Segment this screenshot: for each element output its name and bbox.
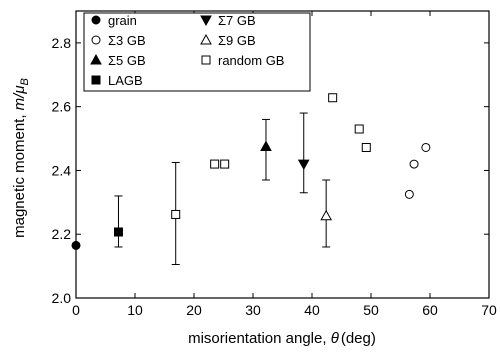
data-markers xyxy=(71,93,431,250)
legend-label-sigma3-gb: Σ3 GB xyxy=(108,33,146,48)
x-axis-ticks: 0 10 20 30 40 50 60 70 xyxy=(72,11,497,318)
point-sigma5-gb xyxy=(260,140,272,152)
plot-frame xyxy=(75,10,490,299)
y-tick-label: 2.8 xyxy=(52,35,72,51)
point-random-gb xyxy=(220,159,230,169)
x-tick-label: 70 xyxy=(481,302,497,318)
y-axis-title: magnetic moment, m/μB xyxy=(11,78,31,238)
point-random-gb xyxy=(361,142,371,152)
x-tick-label: 30 xyxy=(245,302,261,318)
point-sigma3-gb xyxy=(404,189,414,199)
x-tick-label: 40 xyxy=(304,302,320,318)
y-axis-title-main: magnetic moment, xyxy=(11,110,28,238)
x-axis-title-unit: (deg) xyxy=(341,330,376,347)
x-axis-title: misorientation angle, θ (deg) xyxy=(188,330,376,347)
y-tick-label: 2.6 xyxy=(52,99,72,115)
legend-marker-grain xyxy=(91,15,101,25)
legend-label-sigma7-gb: Σ7 GB xyxy=(218,13,256,28)
x-tick-label: 50 xyxy=(363,302,379,318)
point-sigma3-gb xyxy=(421,142,431,152)
x-tick-label: 10 xyxy=(127,302,143,318)
plot-area-border xyxy=(75,10,490,299)
point-random-gb xyxy=(328,93,338,103)
legend-label-lagb: LAGB xyxy=(108,73,143,88)
point-sigma9-gb xyxy=(320,209,333,221)
legend-label-grain: grain xyxy=(108,13,137,28)
legend-box xyxy=(83,12,311,92)
y-axis-title-symbol: m/μ xyxy=(11,85,28,110)
legend-marker-sigma3-gb xyxy=(91,35,101,45)
x-tick-label: 0 xyxy=(72,302,80,318)
point-sigma7-gb xyxy=(297,159,310,171)
legend-label-sigma5-gb: Σ5 GB xyxy=(108,53,146,68)
point-random-gb xyxy=(210,159,220,169)
y-tick-label: 2.2 xyxy=(52,226,72,242)
legend-marker-sigma9-gb xyxy=(200,33,212,45)
point-lagb xyxy=(113,227,123,237)
legend-marker-random-gb xyxy=(201,55,211,65)
point-sigma3-gb xyxy=(409,159,419,169)
y-axis-ticks: 2.0 2.2 2.4 2.6 2.8 xyxy=(52,35,489,306)
legend-marker-sigma5-gb xyxy=(90,53,102,65)
point-random-gb xyxy=(354,124,364,134)
point-grain xyxy=(71,240,81,250)
legend: grain Σ7 GB Σ3 GB Σ9 GB Σ5 GB random GB LAGB xyxy=(83,12,311,92)
x-axis-title-theta: θ xyxy=(331,330,339,347)
legend-marker-lagb xyxy=(91,75,101,85)
y-tick-label: 2.4 xyxy=(52,162,72,178)
y-tick-label: 2.0 xyxy=(52,290,72,306)
x-tick-label: 60 xyxy=(422,302,438,318)
point-random-gb xyxy=(171,209,181,219)
x-axis-title-main: misorientation angle, xyxy=(188,330,331,347)
legend-label-random-gb: random GB xyxy=(218,53,284,68)
x-tick-label: 20 xyxy=(186,302,202,318)
y-axis-title-subscript: B xyxy=(19,78,31,85)
legend-label-sigma9-gb: Σ9 GB xyxy=(218,33,256,48)
legend-marker-sigma7-gb xyxy=(200,15,212,27)
